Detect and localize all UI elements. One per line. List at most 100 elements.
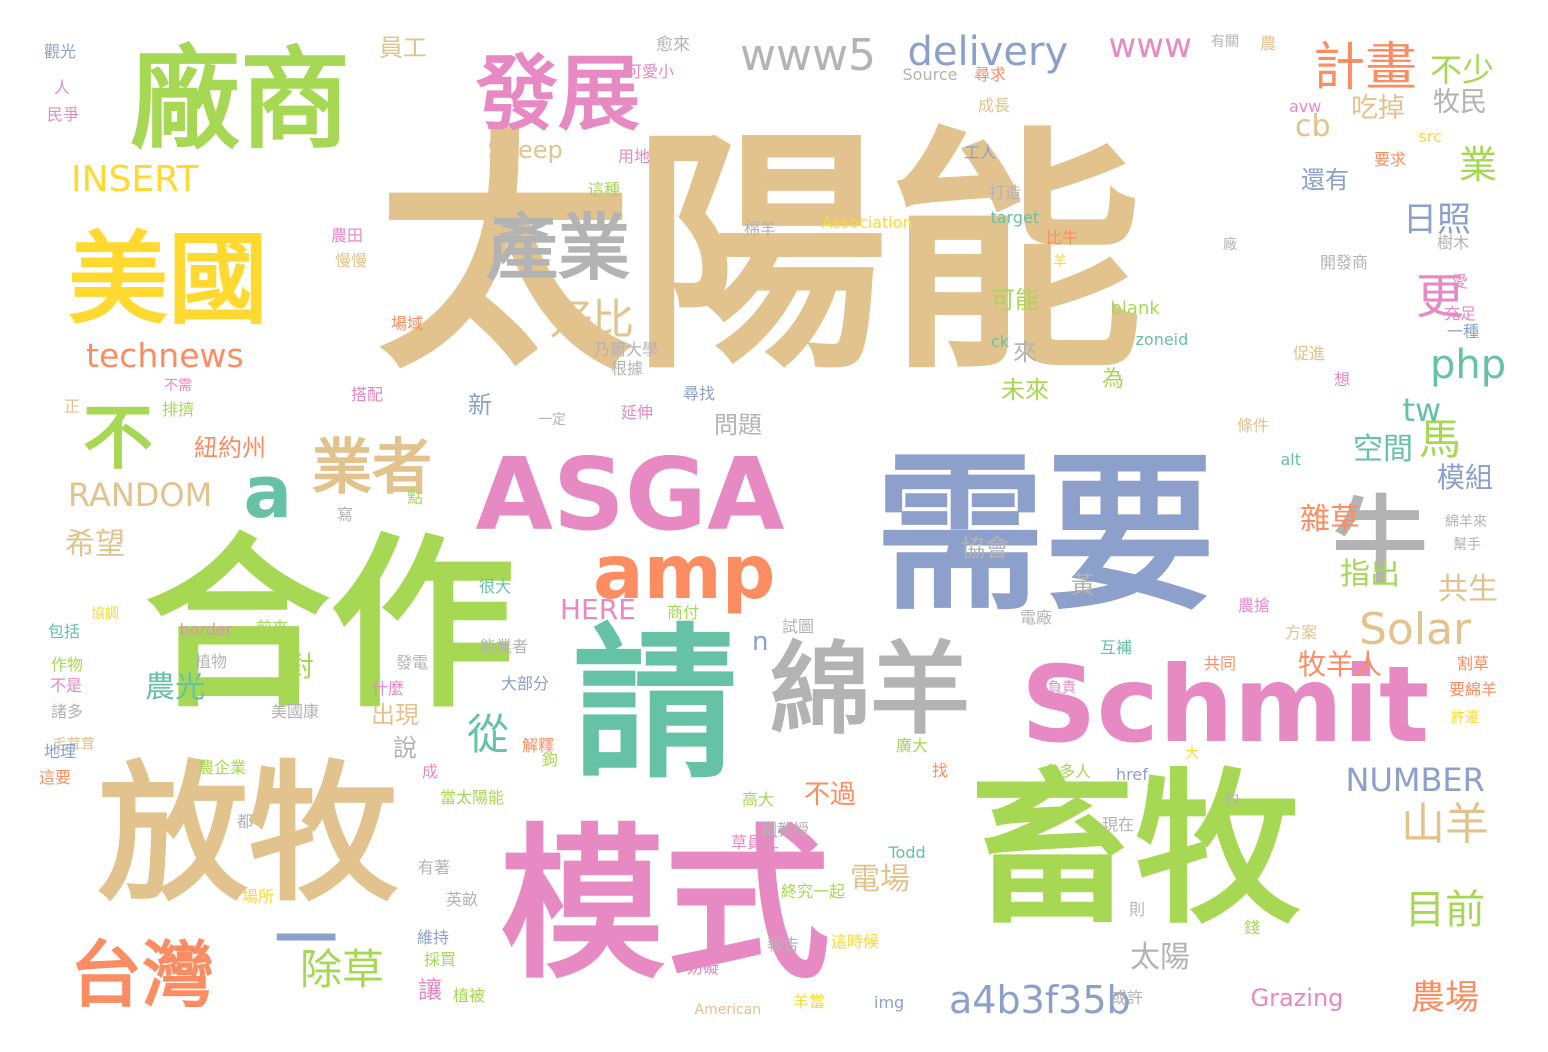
cloud-word: amp	[593, 527, 776, 616]
cloud-word: 農企業	[198, 758, 247, 777]
cloud-word: 需要	[875, 436, 1216, 634]
cloud-word: American	[694, 1002, 762, 1018]
cloud-word: 這要	[39, 768, 72, 787]
cloud-word: Grazing	[1250, 984, 1344, 1012]
cloud-word: 新	[468, 391, 492, 419]
cloud-word: Association	[821, 213, 913, 232]
cloud-word: Source	[902, 65, 958, 84]
cloud-word: n	[752, 627, 769, 657]
cloud-word: 或許	[1111, 988, 1144, 1007]
cloud-word: 大	[1185, 746, 1199, 762]
cloud-word: alt	[1280, 450, 1302, 469]
cloud-word: 則	[1129, 900, 1146, 919]
cloud-word: 終究一起	[781, 882, 846, 901]
cloud-word: 能業者	[480, 637, 529, 656]
cloud-word: 空間	[1353, 432, 1413, 467]
cloud-word: 業者	[312, 433, 432, 503]
cloud-word: delivery	[907, 29, 1069, 75]
cloud-word: 用地	[618, 147, 651, 166]
cloud-word: www	[1108, 26, 1192, 66]
cloud-word: avw	[1289, 97, 1322, 116]
cloud-word: blank	[1110, 298, 1160, 319]
cloud-word: 可能	[991, 286, 1039, 314]
cloud-word: 愈多人	[1043, 762, 1092, 781]
cloud-word: 雜草	[1300, 502, 1360, 537]
cloud-word: www5	[740, 30, 876, 81]
cloud-word: 很大	[479, 577, 512, 596]
cloud-word: 尋找	[683, 384, 716, 403]
cloud-word: 農光	[145, 670, 205, 705]
cloud-word: 什麼	[372, 679, 405, 698]
cloud-word: 場域	[391, 314, 424, 333]
cloud-word: 發展	[476, 47, 641, 142]
cloud-word: 愈來	[656, 34, 690, 55]
cloud-word: 採買	[424, 950, 457, 969]
cloud-word: 寫	[337, 505, 354, 524]
cloud-word: a4b3f35b	[949, 978, 1131, 1022]
cloud-word: 協調	[91, 606, 119, 622]
cloud-word: 電場	[850, 862, 910, 897]
cloud-word: 協會	[961, 534, 1009, 562]
cloud-word: INSERT	[71, 159, 199, 200]
cloud-word: 指出	[1340, 557, 1400, 592]
cloud-word: 業	[1459, 143, 1498, 187]
cloud-word: 目前	[1405, 887, 1485, 933]
cloud-word: 為	[1102, 367, 1125, 392]
cloud-word: 促進	[1293, 344, 1326, 363]
cloud-word: 綿羊來	[1445, 514, 1487, 530]
cloud-word: 發電	[396, 653, 429, 672]
cloud-word: 員工	[379, 34, 427, 62]
cloud-word: 副教授	[761, 820, 810, 839]
cloud-word: 模組	[1437, 461, 1494, 494]
cloud-word: 毛茸茸	[53, 737, 95, 753]
cloud-word: 說	[393, 734, 417, 762]
cloud-word: 大部分	[501, 674, 550, 693]
cloud-word: 從	[467, 710, 510, 759]
cloud-word: 報告	[767, 935, 800, 954]
cloud-word: 模式	[500, 808, 830, 1001]
cloud-word: 條件	[1237, 416, 1270, 435]
cloud-word: 開發商	[1320, 253, 1369, 272]
cloud-word: 牧民	[1433, 86, 1487, 118]
cloud-word: 方案	[1285, 623, 1318, 642]
cloud-word: 請	[572, 608, 738, 801]
cloud-word: 排擠	[162, 400, 195, 419]
cloud-word: 這種	[588, 180, 621, 199]
cloud-word: 出現	[371, 701, 419, 729]
cloud-word: target	[990, 208, 1040, 227]
cloud-word: 計畫	[1313, 38, 1418, 98]
cloud-word: 可愛小	[626, 62, 675, 81]
cloud-word: 農	[1260, 34, 1277, 53]
cloud-word: 一定	[538, 412, 566, 428]
cloud-word: 根據	[611, 359, 644, 378]
cloud-word: 成長	[978, 96, 1011, 115]
cloud-word: 高大	[742, 790, 775, 809]
cloud-word: 羊	[1053, 254, 1067, 270]
cloud-word: 吃掉	[1351, 92, 1405, 124]
cloud-word: RANDOM	[68, 476, 213, 514]
cloud-word: 草員工	[731, 833, 780, 852]
cloud-word: 延伸	[621, 403, 654, 422]
cloud-word: tw	[1402, 391, 1442, 429]
cloud-word: 當太陽能	[440, 788, 505, 807]
cloud-word: 來	[1013, 338, 1037, 366]
cloud-word: 搭配	[351, 385, 384, 404]
cloud-word: 牧羊人	[1298, 648, 1383, 681]
cloud-word: 更	[1416, 269, 1465, 325]
cloud-word: 這時候	[831, 932, 880, 951]
cloud-word: technews	[86, 335, 244, 375]
cloud-word: 英畝	[446, 890, 479, 909]
cloud-word: 除草	[300, 945, 385, 994]
cloud-word: Todd	[888, 843, 926, 862]
cloud-word: 民爭	[47, 105, 80, 124]
cloud-word: 約	[1225, 792, 1239, 808]
cloud-word: 黃	[1071, 571, 1095, 599]
cloud-word: 負責	[1048, 680, 1076, 696]
cloud-word: 綿羊	[770, 631, 970, 748]
cloud-word: Schmit	[1021, 643, 1430, 766]
cloud-word: 妨礙	[687, 958, 720, 977]
cloud-word: 有著	[418, 858, 451, 877]
cloud-word: 台灣	[70, 933, 215, 1017]
cloud-word: 棉羊	[744, 219, 777, 238]
cloud-word: 一	[275, 903, 338, 976]
